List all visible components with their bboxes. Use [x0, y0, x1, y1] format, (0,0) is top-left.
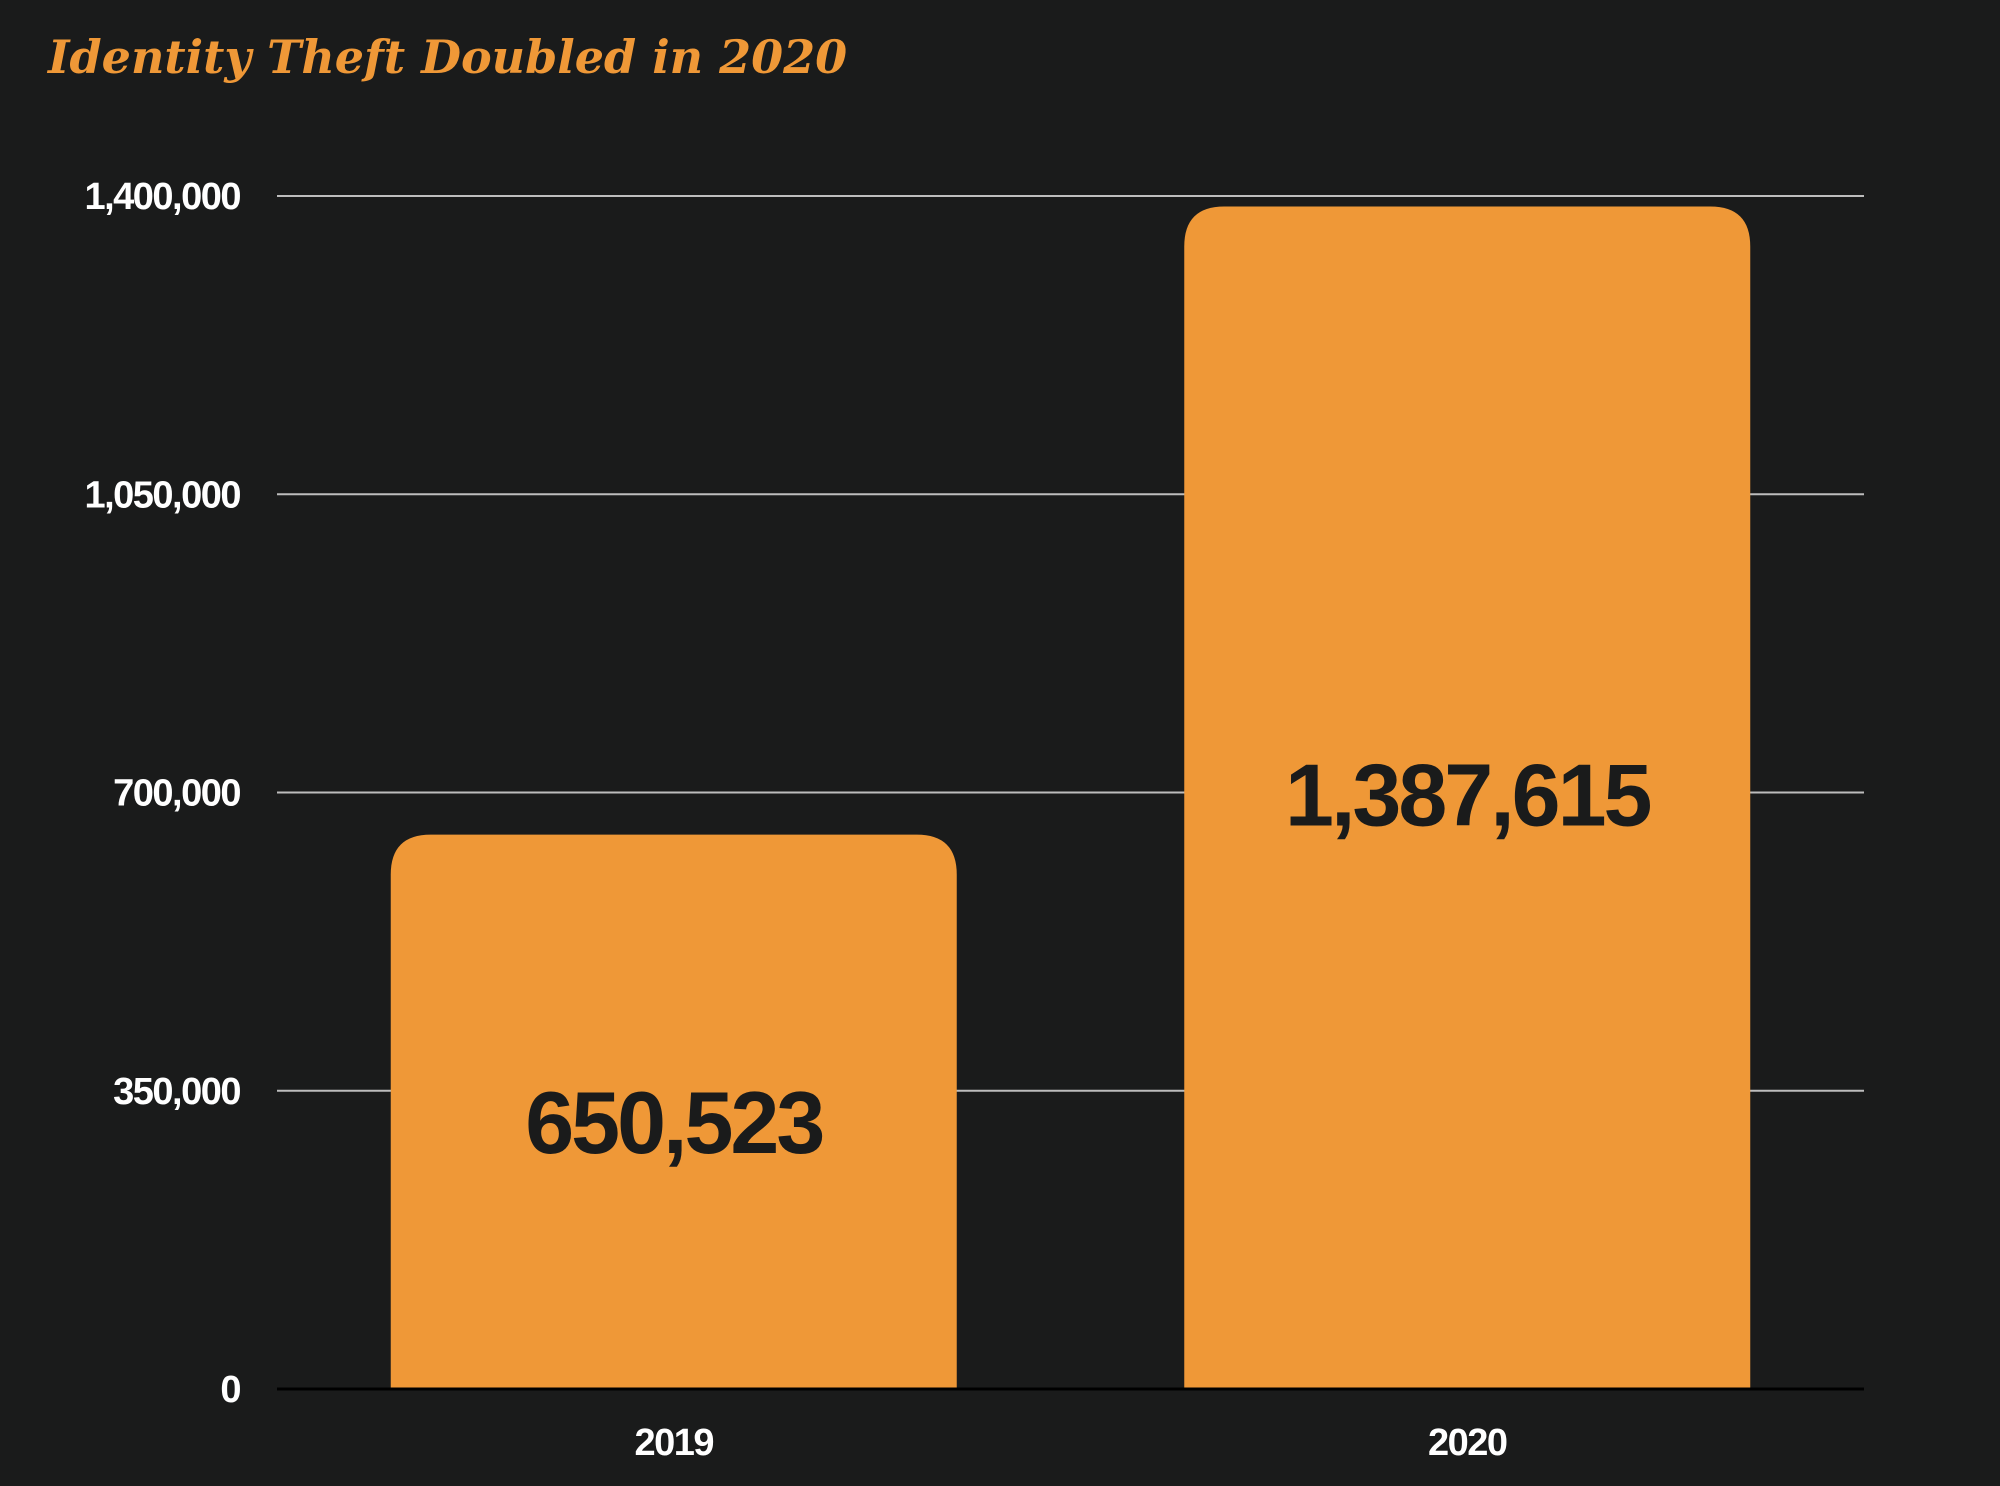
data-label: 650,523: [525, 1073, 822, 1172]
chart-title: Identity Theft Doubled in 2020: [48, 30, 848, 84]
y-tick-label: 1,050,000: [84, 474, 240, 516]
y-tick-label: 350,000: [113, 1071, 240, 1113]
data-label: 1,387,615: [1285, 745, 1651, 844]
y-tick-label: 0: [220, 1369, 240, 1411]
bar-2020: [1184, 206, 1751, 1389]
bars: [390, 206, 1751, 1389]
x-tick-label: 2020: [1428, 1422, 1507, 1464]
y-tick-labels: 0 350,000 700,000 1,050,000 1,400,000: [84, 176, 241, 1411]
data-labels: 650,523 1,387,615: [525, 745, 1653, 1172]
y-tick-label: 1,400,000: [84, 176, 240, 218]
x-tick-labels: 2019 2020: [634, 1422, 1508, 1464]
x-tick-label: 2019: [634, 1422, 713, 1464]
bar-2019: [390, 834, 957, 1389]
y-tick-label: 700,000: [113, 773, 240, 815]
